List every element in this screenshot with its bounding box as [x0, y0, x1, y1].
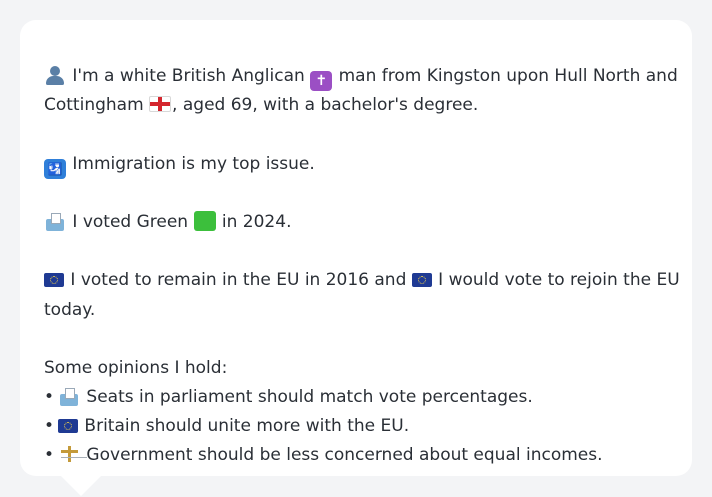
top-issue-text: Immigration is my top issue.	[67, 153, 315, 174]
persona-card: I'm a white British Anglican ✝ man from …	[20, 20, 692, 496]
vote-text: I voted Green	[67, 211, 194, 232]
latin-cross-icon: ✝	[310, 71, 333, 91]
eu-rejoin-text: I would vote to rejoin the EU	[432, 270, 680, 291]
opinions-header: Some opinions I hold:	[44, 357, 228, 378]
green-square-icon	[193, 210, 216, 231]
eu-line-2: today.	[44, 296, 668, 325]
identity-line-2: Cottingham , aged 69, with a bachelor's …	[44, 91, 668, 120]
opinion-item: • Government should be less concerned ab…	[44, 441, 668, 470]
constituency-text-cont: Cottingham	[44, 95, 150, 116]
scales-icon	[58, 444, 80, 464]
age-education-text: , aged 69, with a bachelor's degree.	[172, 95, 479, 116]
vote-line: I voted Green in 2024.	[44, 208, 668, 237]
opinion-text: Seats in parliament should match vote pe…	[81, 387, 533, 408]
bullet: •	[44, 445, 55, 466]
eu-flag-icon	[58, 419, 79, 434]
ballot-box-icon	[44, 211, 66, 231]
person-icon	[44, 65, 66, 85]
constituency-text: man from Kingston upon Hull North and	[333, 66, 678, 86]
opinion-item: • Seats in parliament should match vote …	[44, 383, 668, 412]
opinion-text: Britain should unite more with the EU.	[79, 416, 410, 437]
eu-referendum-text: I voted to remain in the EU in 2016 and	[65, 270, 412, 291]
identity-text: I'm a white British Anglican	[67, 66, 311, 86]
bullet: •	[44, 416, 55, 437]
eu-rejoin-text-cont: today.	[44, 299, 96, 320]
opinion-item: • Britain should unite more with the EU.	[44, 412, 668, 441]
top-issue-line: 🛂 Immigration is my top issue.	[44, 150, 668, 179]
england-flag-icon	[149, 96, 172, 113]
opinion-text: Government should be less concerned abou…	[81, 445, 603, 466]
ballot-box-icon	[58, 386, 80, 407]
eu-line-1: I voted to remain in the EU in 2016 and …	[44, 266, 680, 295]
eu-flag-icon	[44, 273, 64, 288]
vote-year-text: in 2024.	[216, 211, 292, 232]
speech-bubble-tail	[61, 476, 101, 496]
bullet: •	[44, 387, 55, 408]
eu-flag-icon	[411, 273, 432, 288]
identity-line-1: I'm a white British Anglican ✝ man from …	[44, 62, 678, 91]
passport-control-icon: 🛂	[44, 158, 66, 179]
